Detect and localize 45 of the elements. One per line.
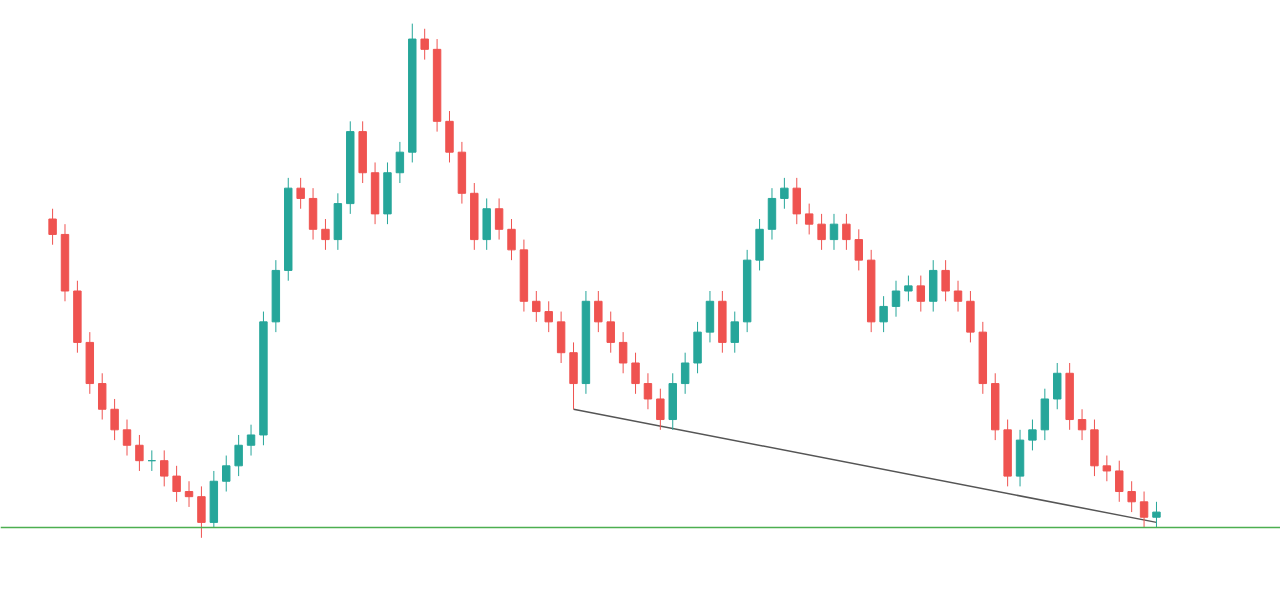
candlestick: [321, 218, 330, 251]
candlestick: [891, 280, 901, 318]
candlestick: [184, 480, 194, 508]
candlestick: [656, 388, 665, 431]
candlestick: [234, 434, 243, 477]
candlestick: [222, 455, 231, 493]
candlestick: [631, 352, 640, 395]
candlestick: [594, 290, 603, 333]
candlestick: [1127, 480, 1136, 513]
candlestick: [643, 372, 653, 410]
candlestick: [160, 449, 169, 487]
candlestick: [1152, 501, 1161, 529]
candlestick: [494, 197, 504, 241]
candlestick: [544, 300, 553, 333]
candlestick: [780, 177, 789, 210]
candlestick: [829, 213, 839, 251]
candlestick: [246, 424, 256, 457]
candlestick: [606, 311, 615, 354]
candlestick: [420, 28, 429, 61]
candlestick: [817, 213, 826, 251]
candlestick: [1077, 408, 1087, 441]
candlestick: [730, 311, 739, 354]
candlestick: [1115, 460, 1124, 503]
candlestick: [122, 419, 132, 457]
candlestick: [804, 203, 814, 235]
candlestick: [1139, 491, 1149, 529]
candlestick: [953, 280, 963, 313]
candlestick: [1028, 419, 1037, 451]
candlestick: [941, 259, 950, 302]
candlestick: [842, 213, 851, 251]
candlestick: [618, 331, 628, 374]
candlestick: [395, 141, 405, 184]
candlestick: [916, 275, 926, 313]
candlestick: [879, 295, 888, 333]
candlestick: [172, 465, 181, 503]
candlestick: [507, 218, 516, 261]
candlestick: [48, 208, 57, 246]
candlestick: [532, 290, 541, 323]
candlestick: [135, 434, 144, 472]
candlestick: [296, 177, 305, 210]
candlestick: [680, 352, 690, 395]
candlestick: [110, 398, 119, 441]
candlestick: [1102, 455, 1112, 482]
candlestick: [854, 228, 864, 271]
candlestick: [904, 275, 913, 302]
